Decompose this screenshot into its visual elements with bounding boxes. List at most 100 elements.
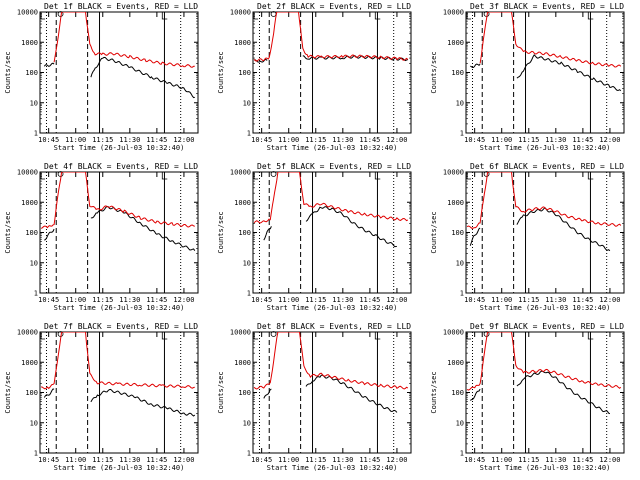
y-tick-label: 10 [30,99,38,107]
y-tick-label: 1000 [234,359,251,367]
x-tick-label: 11:00 [278,136,299,144]
series-lld-line [53,12,195,68]
x-tick-label: 12:00 [599,296,620,304]
plot-frame [252,11,412,134]
y-axis-label: Counts/sec [4,371,12,413]
data-area [253,12,409,63]
y-axis-label: Counts/sec [4,51,12,93]
x-tick-label: 11:30 [332,456,353,464]
y-tick-label: 1 [34,130,38,138]
y-tick-label: 100 [451,69,464,77]
panel-det-6: Det 6f BLACK = Events, RED = LLD 1 10 100 10… [430,162,625,312]
y-tick-label: 100 [25,69,38,77]
y-tick-label: 100 [451,229,464,237]
plot-frame [39,11,199,134]
y-tick-label: 100 [238,389,251,397]
x-tick-label: 11:45 [146,136,167,144]
y-tick-label: 10 [243,419,251,427]
series-events-line [263,226,272,241]
x-tick-label: 10:45 [251,456,272,464]
series-lld-line [479,12,622,68]
y-tick-label: 10000 [443,9,464,17]
x-tick-label: 10:45 [464,456,485,464]
data-area [466,332,622,415]
y-tick-label: 1 [247,130,251,138]
y-axis-label: Counts/sec [430,371,438,413]
data-area [43,12,195,99]
series-events-line [516,207,611,252]
y-tick-label: 1 [247,290,251,298]
x-tick-label: 11:45 [359,136,380,144]
y-tick-label: 10000 [17,329,38,337]
data-area [466,172,622,252]
data-area [253,332,409,413]
series-lld-line [41,332,195,390]
y-tick-label: 100 [25,229,38,237]
y-tick-label: 10 [456,99,464,107]
x-tick-label: 11:15 [92,136,113,144]
panel-title: Det 8f BLACK = Events, RED = LLD [257,322,411,331]
y-tick-label: 1000 [447,39,464,47]
y-tick-label: 10 [30,419,38,427]
x-tick-label: 11:15 [305,136,326,144]
panel-det-5: Det 5f BLACK = Events, RED = LLD 1 10 100 10… [217,162,412,312]
y-tick-label: 1000 [21,359,38,367]
x-tick-label: 12:00 [386,136,407,144]
series-events-line [469,227,481,246]
y-tick-label: 10000 [17,169,38,177]
x-tick-label: 11:00 [65,136,86,144]
data-area [470,12,622,92]
corner-mark-icon [40,12,168,20]
y-tick-label: 10000 [230,329,251,337]
series-events-line [43,62,55,67]
y-tick-label: 1 [460,290,464,298]
panel-det-4: Det 4f BLACK = Events, RED = LLD 1 10 100 10… [4,162,199,312]
series-lld-line [253,12,409,62]
panel-title: Det 1f BLACK = Events, RED = LLD [44,2,198,11]
y-tick-label: 1 [34,450,38,458]
x-tick-label: 11:00 [491,136,512,144]
y-tick-label: 100 [238,69,251,77]
x-axis-label: Start Time (26-Jul-03 10:32:40) [54,144,185,152]
x-tick-label: 11:45 [572,296,593,304]
series-events-line [470,63,481,69]
x-tick-label: 11:00 [491,456,512,464]
series-events-line [90,205,196,251]
x-tick-label: 11:30 [119,136,140,144]
series-events-line [263,388,272,399]
x-axis-label: Start Time (26-Jul-03 10:32:40) [480,144,611,152]
panel-det-9: Det 9f BLACK = Events, RED = LLD 1 10 100 10… [430,322,625,472]
x-tick-label: 11:15 [305,456,326,464]
y-axis-label: Counts/sec [217,371,225,413]
series-events-line [470,388,481,401]
y-tick-label: 10 [456,259,464,267]
series-events-line [90,56,195,99]
y-tick-label: 1000 [21,39,38,47]
corner-mark-icon [253,332,381,340]
x-tick-label: 11:30 [545,136,566,144]
x-tick-label: 10:45 [464,296,485,304]
x-tick-label: 11:45 [572,456,593,464]
marker-circle-icon [270,331,277,337]
x-tick-label: 10:45 [464,136,485,144]
x-axis-label: Start Time (26-Jul-03 10:32:40) [480,464,611,472]
corner-mark-icon [253,12,381,20]
x-axis-label: Start Time (26-Jul-03 10:32:40) [267,304,398,312]
x-tick-label: 11:45 [359,296,380,304]
x-tick-label: 11:30 [545,296,566,304]
series-events-line [44,228,55,241]
y-tick-label: 10000 [230,169,251,177]
plot-frame [252,331,412,454]
series-events-line [43,388,55,398]
data-area [40,172,196,251]
y-tick-label: 10 [243,99,251,107]
plot-frame [465,171,625,294]
x-tick-label: 10:45 [251,296,272,304]
panel-det-7: Det 7f BLACK = Events, RED = LLD 1 10 100 10… [4,322,199,472]
y-tick-label: 1 [460,130,464,138]
x-axis-label: Start Time (26-Jul-03 10:32:40) [54,304,185,312]
y-axis-label: Counts/sec [217,51,225,93]
x-tick-label: 11:00 [65,296,86,304]
x-tick-label: 12:00 [386,456,407,464]
